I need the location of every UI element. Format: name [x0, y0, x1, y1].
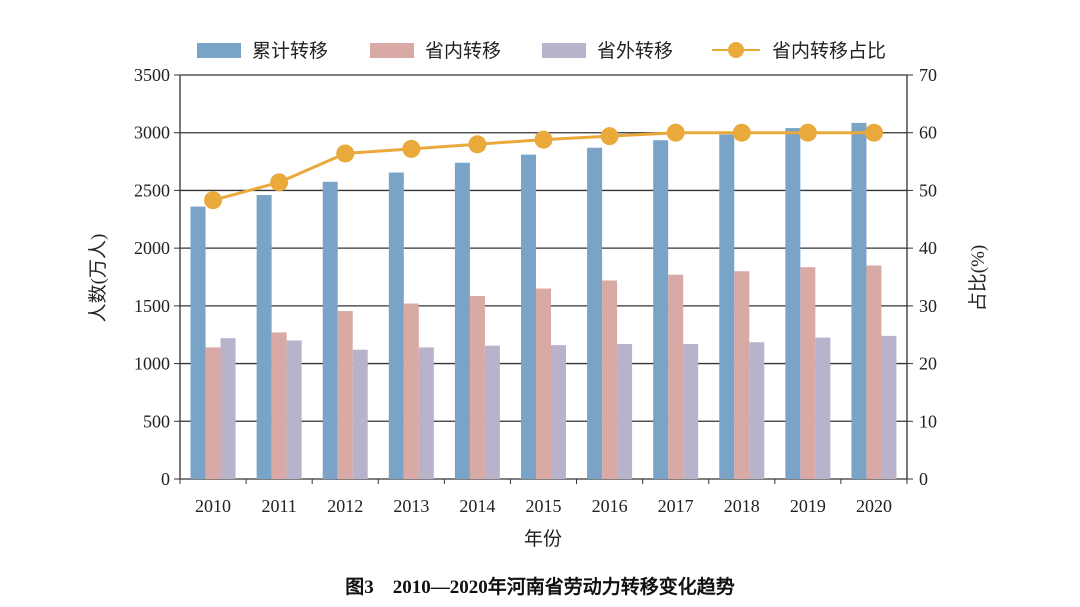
ratio-point [204, 191, 223, 210]
bar-inter-province [551, 345, 566, 479]
bar-intra-province [866, 265, 882, 479]
bar-intra-province [205, 347, 221, 479]
bar-inter-province [815, 337, 831, 479]
ratio-point [468, 135, 487, 154]
bar-cumulative [322, 181, 338, 479]
y2-tick-label: 30 [919, 296, 937, 316]
bars [190, 122, 897, 480]
y-tick-label: 500 [143, 411, 170, 431]
x-tick-label: 2015 [526, 496, 562, 516]
y2-tick-label: 60 [919, 123, 937, 143]
legend-swatch [197, 43, 241, 58]
bar-intra-province [800, 267, 816, 479]
bar-cumulative [190, 206, 206, 480]
x-axis-label: 年份 [524, 528, 562, 550]
x-tick-label: 2017 [658, 496, 694, 516]
bar-inter-province [286, 340, 302, 479]
x-tick-label: 2014 [459, 496, 495, 516]
bar-cumulative [719, 134, 735, 479]
bar-inter-province [881, 335, 897, 479]
y-tick-label: 2500 [134, 180, 170, 200]
y-tick-label: 1000 [134, 354, 170, 374]
bar-cumulative [454, 162, 470, 479]
y-tick-label: 0 [161, 469, 170, 489]
bar-intra-province [668, 274, 684, 479]
ratio-point [798, 123, 817, 142]
x-tick-label: 2010 [195, 496, 231, 516]
bar-inter-province [418, 347, 434, 479]
bar-intra-province [536, 288, 551, 479]
y2-axis-label: 占比(%) [967, 245, 989, 311]
x-tick-label: 2016 [592, 496, 628, 516]
legend-label: 省内转移 [425, 40, 501, 62]
legend-label: 省外转移 [597, 40, 673, 62]
ratio-point [402, 139, 421, 158]
bar-inter-province [617, 343, 633, 479]
bar-intra-province [469, 296, 485, 479]
ratio-point [270, 173, 289, 192]
ratio-point [336, 144, 355, 163]
bar-cumulative [256, 195, 272, 479]
y-tick-label: 3000 [134, 123, 170, 143]
x-tick-label: 2019 [790, 496, 826, 516]
bar-cumulative [587, 147, 603, 479]
axes: 0 500 1000 1500 2000 2500 3000 3500 0 10 20 30 40 50 6… [134, 65, 937, 516]
bar-cumulative [785, 128, 801, 479]
bar-intra-province [271, 332, 287, 479]
y2-tick-label: 40 [919, 238, 937, 258]
ratio-point [864, 123, 883, 142]
bar-intra-province [734, 271, 750, 479]
bar-cumulative [653, 140, 669, 479]
ratio-point [666, 123, 685, 142]
legend-marker [728, 42, 744, 58]
bar-intra-province [403, 303, 419, 479]
x-tick-label: 2013 [393, 496, 429, 516]
bar-inter-province [749, 342, 765, 479]
bar-cumulative [388, 172, 404, 479]
legend: 累计转移 省内转移 省外转移 省内转移占比 [197, 40, 886, 62]
bar-intra-province [602, 280, 618, 479]
y2-tick-label: 20 [919, 354, 937, 374]
legend-swatch [370, 43, 414, 58]
figure-caption: 图3 2010—2020年河南省劳动力转移变化趋势 [345, 577, 735, 598]
ratio-point [732, 123, 751, 142]
x-tick-label: 2011 [261, 496, 296, 516]
y-tick-label: 3500 [134, 65, 170, 85]
ratio-line [204, 123, 883, 210]
x-tick-label: 2018 [724, 496, 760, 516]
ratio-point [534, 130, 553, 149]
y-tick-label: 2000 [134, 238, 170, 258]
bar-inter-province [484, 345, 500, 479]
y2-tick-label: 10 [919, 411, 937, 431]
bar-inter-province [220, 338, 236, 479]
y-axis-label: 人数(万人) [87, 234, 109, 323]
y-tick-label: 1500 [134, 296, 170, 316]
ratio-point [600, 127, 619, 146]
legend-swatch [542, 43, 586, 58]
x-tick-label: 2012 [327, 496, 363, 516]
legend-label: 省内转移占比 [772, 40, 886, 62]
bar-intra-province [337, 311, 353, 479]
bar-inter-province [683, 343, 699, 479]
bar-inter-province [352, 349, 368, 479]
y2-tick-label: 50 [919, 180, 937, 200]
y2-tick-label: 70 [919, 65, 937, 85]
bar-cumulative [521, 154, 536, 479]
bar-cumulative [851, 122, 867, 479]
legend-label: 累计转移 [252, 40, 328, 62]
y2-tick-label: 0 [919, 469, 928, 489]
x-tick-label: 2020 [856, 496, 892, 516]
